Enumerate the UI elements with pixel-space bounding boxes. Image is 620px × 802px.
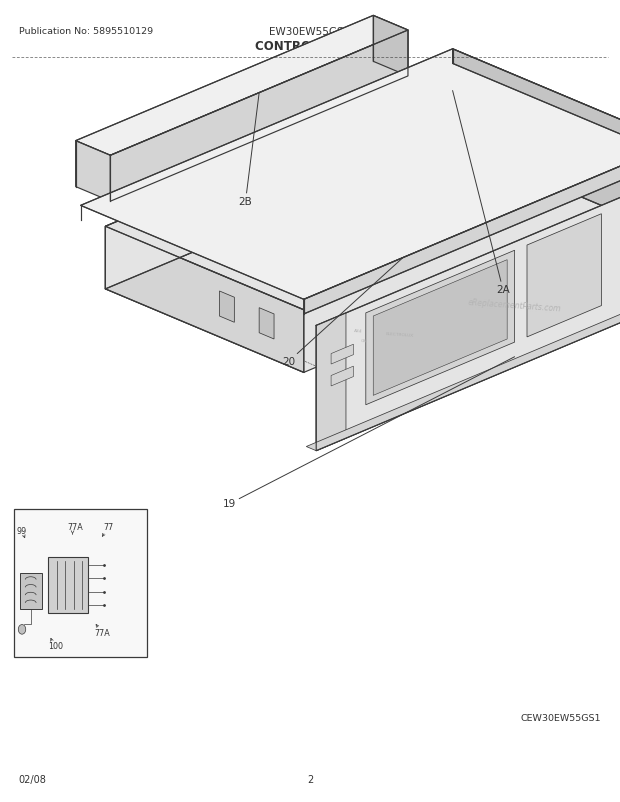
Polygon shape <box>316 159 620 451</box>
Polygon shape <box>105 227 304 373</box>
Polygon shape <box>316 232 415 273</box>
Polygon shape <box>520 148 539 178</box>
Text: 77A: 77A <box>68 522 83 531</box>
Text: 77: 77 <box>104 522 114 531</box>
Polygon shape <box>331 367 353 387</box>
Polygon shape <box>254 196 477 290</box>
Circle shape <box>19 625 26 634</box>
Text: 77A: 77A <box>94 628 110 637</box>
Polygon shape <box>490 128 515 159</box>
Polygon shape <box>110 31 408 202</box>
Text: 2B: 2B <box>239 94 259 206</box>
Text: A34: A34 <box>353 329 362 334</box>
Polygon shape <box>373 16 408 77</box>
Polygon shape <box>105 81 453 290</box>
Polygon shape <box>331 345 353 365</box>
Text: 02/08: 02/08 <box>19 775 46 784</box>
Text: CONTROL PANEL: CONTROL PANEL <box>255 40 365 53</box>
Text: 2: 2 <box>307 775 313 784</box>
Text: 19: 19 <box>223 358 515 508</box>
Text: eReplacementParts.com: eReplacementParts.com <box>467 298 562 313</box>
Polygon shape <box>304 144 620 314</box>
Polygon shape <box>81 50 620 300</box>
Text: ELECTROLUX: ELECTROLUX <box>386 331 414 338</box>
Polygon shape <box>316 314 346 451</box>
Polygon shape <box>76 16 408 156</box>
Polygon shape <box>76 141 110 202</box>
Bar <box>14 509 147 658</box>
Text: 100: 100 <box>48 641 63 650</box>
Polygon shape <box>219 292 234 323</box>
Bar <box>20 573 42 610</box>
Polygon shape <box>373 261 507 396</box>
Text: 99: 99 <box>17 526 27 535</box>
Polygon shape <box>453 50 620 158</box>
Polygon shape <box>527 214 601 338</box>
Polygon shape <box>105 144 620 373</box>
Text: Publication No: 5895510129: Publication No: 5895510129 <box>19 27 153 36</box>
Polygon shape <box>453 81 620 227</box>
Text: 2A: 2A <box>453 91 510 294</box>
Polygon shape <box>259 308 274 339</box>
Text: CEW30EW55GS1: CEW30EW55GS1 <box>521 713 601 722</box>
Polygon shape <box>366 251 515 405</box>
Polygon shape <box>334 241 396 268</box>
Text: GS: GS <box>361 338 367 342</box>
Text: EW30EW55GS2: EW30EW55GS2 <box>269 27 351 37</box>
Polygon shape <box>306 280 620 451</box>
Bar <box>48 557 88 614</box>
Text: 20: 20 <box>282 258 403 367</box>
